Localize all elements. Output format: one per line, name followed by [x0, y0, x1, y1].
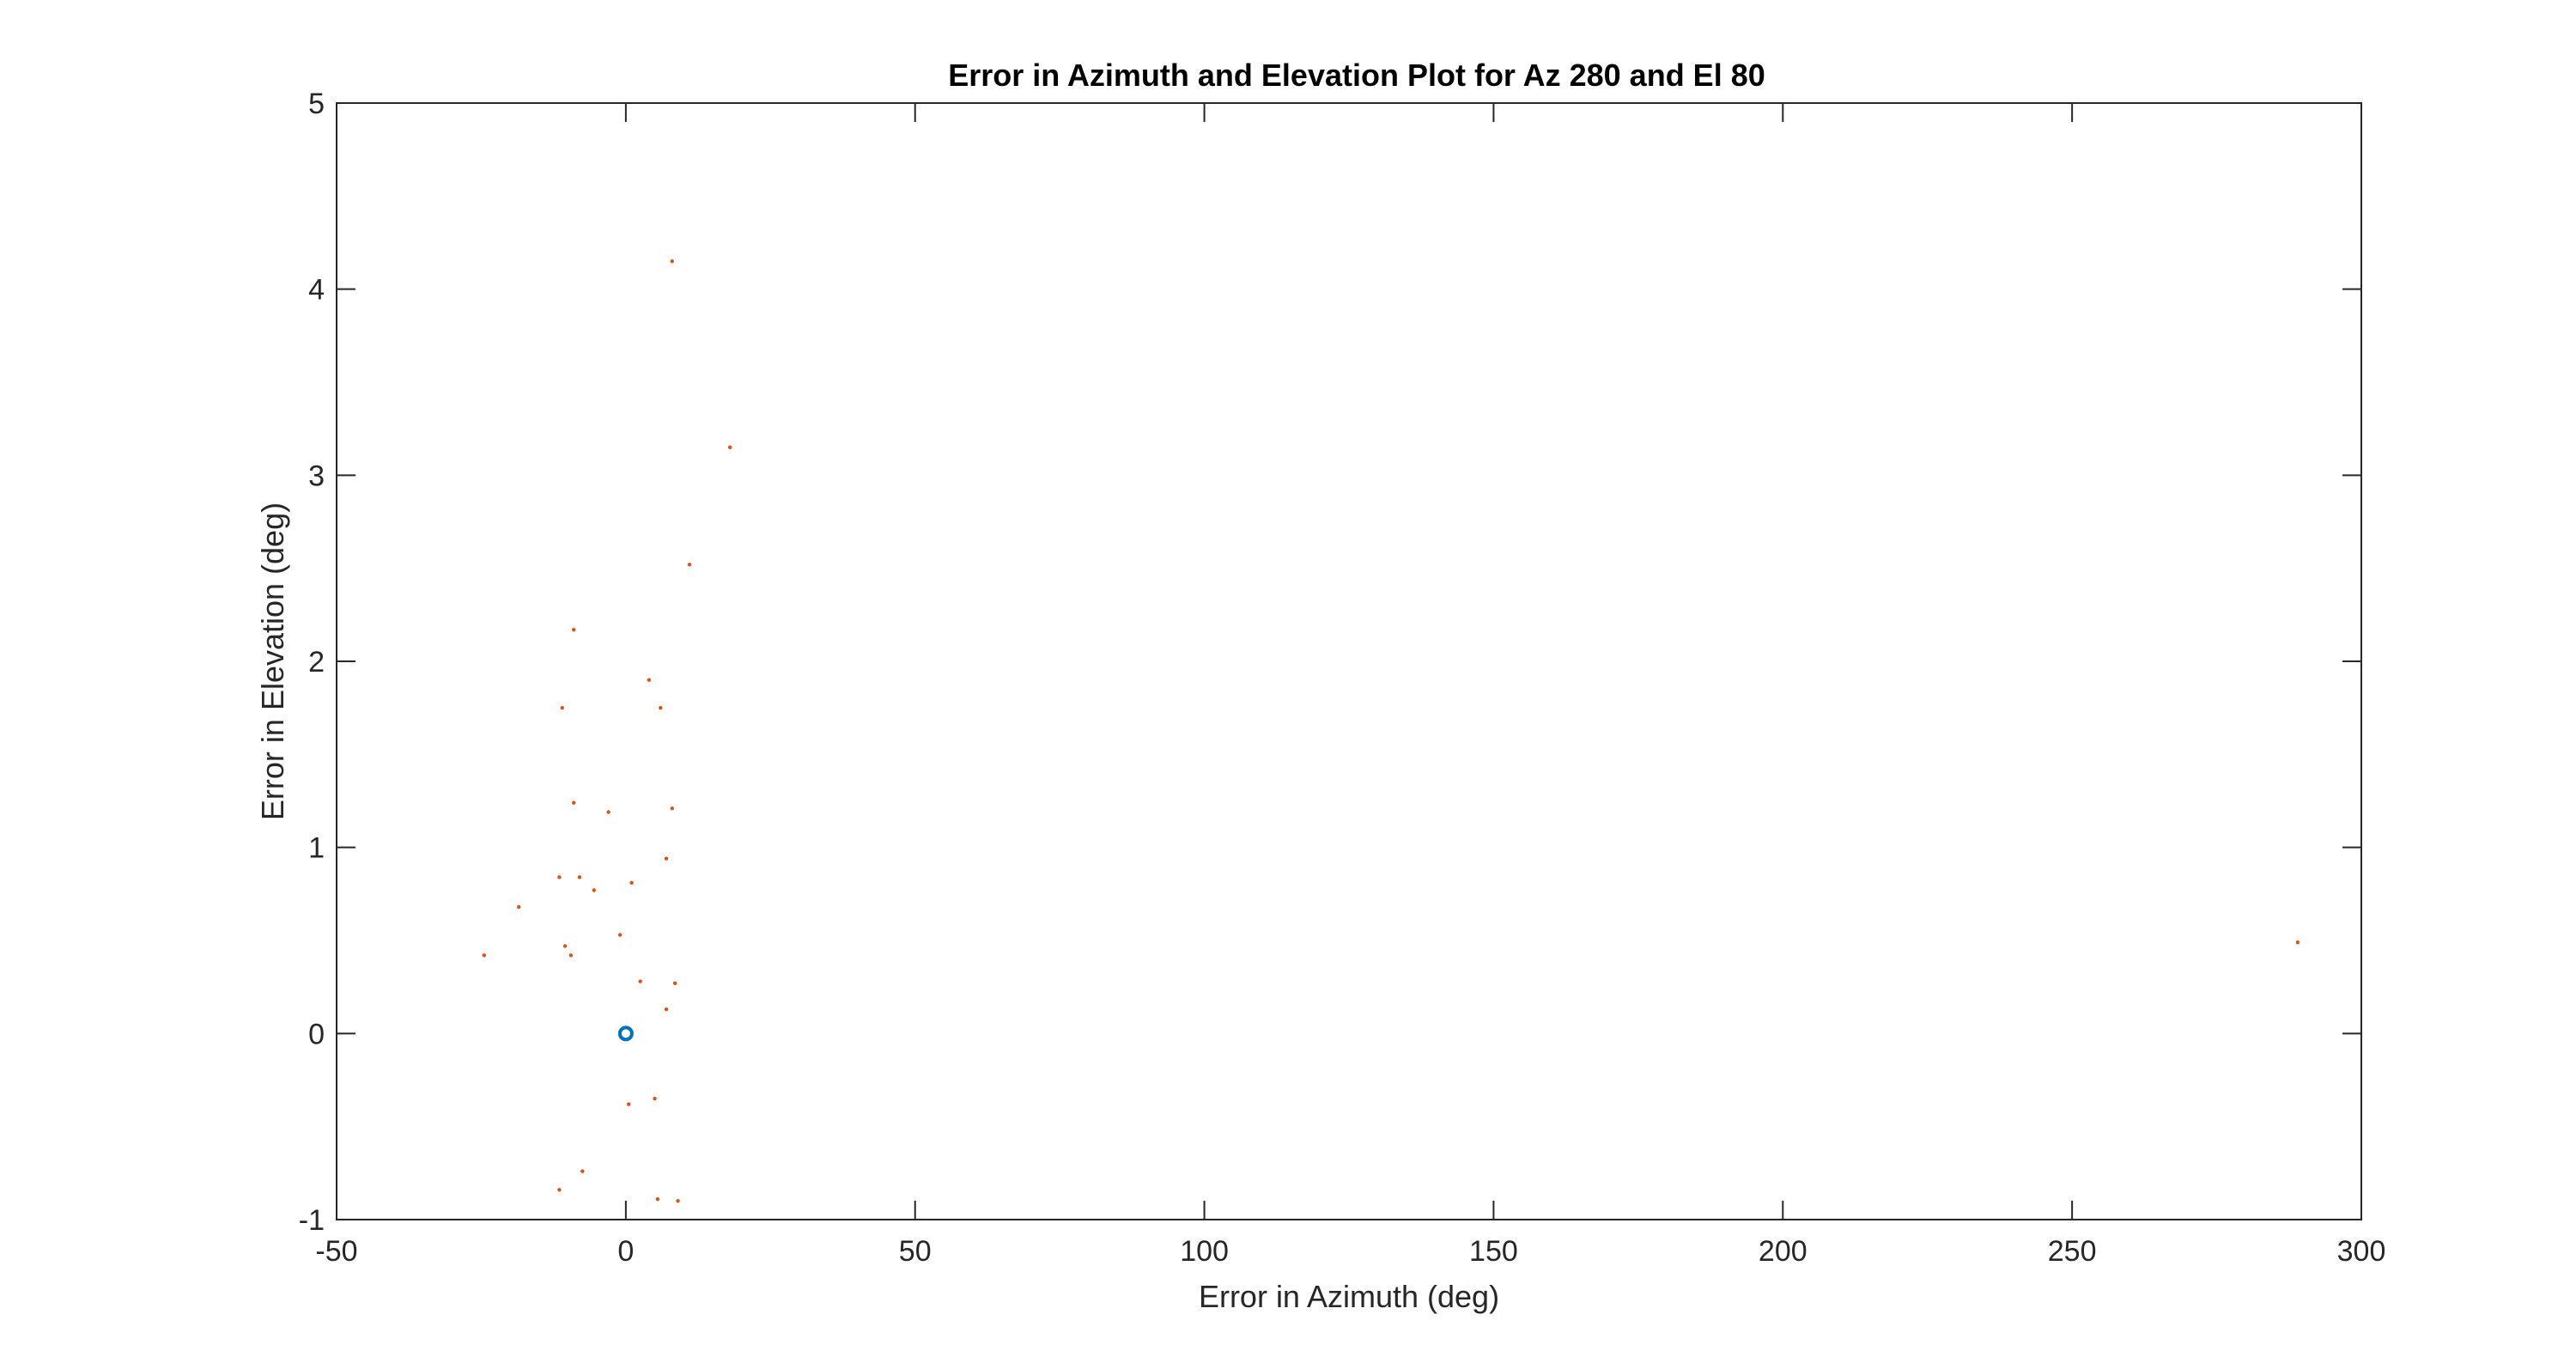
y-tick-label: 0 [308, 1018, 325, 1050]
error-data-point [670, 806, 674, 811]
x-tick-label: 100 [1180, 1235, 1229, 1268]
x-tick-label: 50 [899, 1235, 932, 1268]
error-data-point [629, 880, 634, 885]
error-data-point [676, 1199, 680, 1203]
error-data-point [572, 627, 576, 632]
error-data-point [606, 810, 611, 814]
error-data-point [562, 944, 568, 948]
error-data-point [664, 856, 669, 861]
error-data-point [727, 445, 732, 450]
data-points [482, 259, 2300, 1203]
error-data-point [670, 259, 674, 264]
error-data-point [557, 1188, 562, 1192]
error-data-point [672, 981, 677, 986]
error-data-point [627, 1102, 631, 1106]
error-data-point [638, 979, 642, 983]
x-tick-label: -50 [315, 1235, 357, 1268]
error-data-point [517, 904, 521, 910]
x-tick-label: 0 [617, 1235, 634, 1268]
error-data-point [659, 705, 663, 710]
error-data-point [560, 705, 564, 710]
x-tick-label: 200 [1759, 1235, 1807, 1268]
y-tick-label: 3 [308, 459, 325, 492]
error-data-point [592, 888, 597, 892]
error-data-point [557, 875, 562, 879]
chart-title: Error in Azimuth and Elevation Plot for … [948, 58, 1765, 93]
x-tick-label: 300 [2337, 1235, 2386, 1268]
error-data-point [2295, 940, 2300, 945]
y-axis: -1 0 1 2 3 4 5 [299, 88, 2361, 1237]
x-axis: -50 0 50 100 150 200 250 300 [315, 103, 2385, 1268]
y-tick-label: 5 [308, 88, 325, 120]
error-data-point [664, 1007, 669, 1012]
plot-area [337, 103, 2361, 1220]
plot-frame [336, 102, 2362, 1220]
error-data-point [655, 1196, 660, 1202]
error-data-point [482, 953, 486, 958]
error-data-point [568, 953, 574, 958]
reference-point-marker [617, 1025, 634, 1042]
error-data-point [653, 1096, 657, 1101]
error-data-point [687, 563, 692, 567]
y-tick-label: -1 [299, 1204, 325, 1237]
error-data-point [580, 1169, 585, 1173]
x-tick-label: 250 [2048, 1235, 2097, 1268]
x-tick-label: 150 [1469, 1235, 1518, 1268]
y-tick-label: 1 [308, 832, 325, 865]
error-data-point [572, 800, 576, 805]
y-tick-label: 4 [308, 274, 325, 307]
x-axis-label: Error in Azimuth (deg) [1199, 1279, 1499, 1314]
y-tick-label: 2 [308, 646, 325, 679]
y-axis-label: Error in Elevation (deg) [255, 502, 290, 820]
error-data-point [647, 678, 652, 682]
error-data-point [617, 933, 623, 937]
error-data-point [577, 875, 582, 879]
